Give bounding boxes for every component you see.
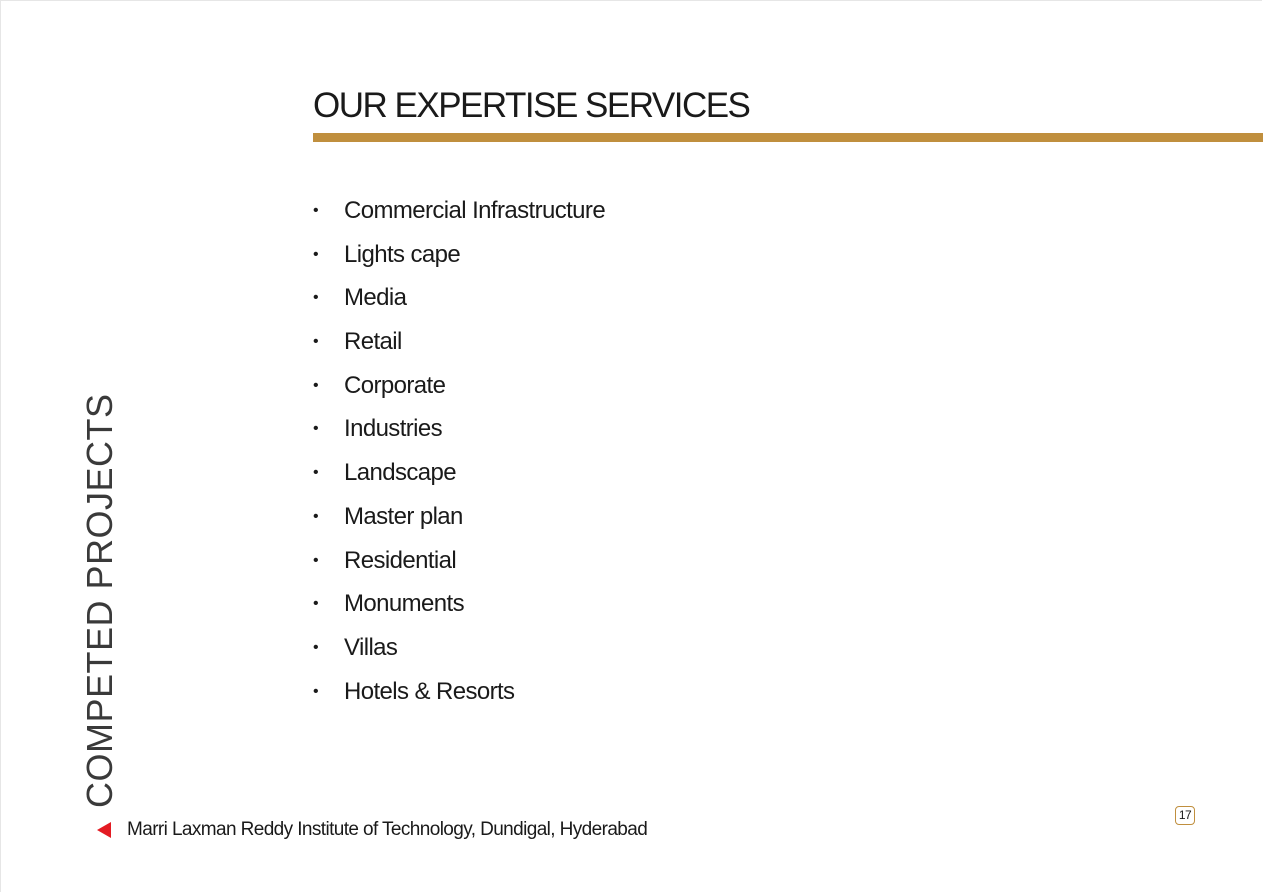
bullet-icon: • bbox=[313, 376, 319, 394]
list-item: • Hotels & Resorts bbox=[313, 670, 605, 714]
service-label: Retail bbox=[344, 328, 402, 356]
bullet-icon: • bbox=[313, 507, 319, 525]
service-label: Hotels & Resorts bbox=[344, 677, 515, 705]
bullet-icon: • bbox=[313, 464, 319, 482]
service-label: Master plan bbox=[344, 502, 463, 530]
bullet-icon: • bbox=[313, 682, 319, 700]
service-label: Corporate bbox=[344, 371, 446, 399]
service-label: Lights cape bbox=[344, 240, 461, 268]
page-title: OUR EXPERTISE SERVICES bbox=[313, 86, 751, 125]
bullet-icon: • bbox=[313, 595, 319, 613]
footer-institution: Marri Laxman Reddy Institute of Technolo… bbox=[127, 819, 648, 840]
list-item: • Corporate bbox=[313, 364, 605, 408]
list-item: • Commercial Infrastructure bbox=[313, 189, 606, 233]
service-label: Villas bbox=[344, 633, 398, 661]
list-item: • Lights cape bbox=[313, 233, 605, 277]
bullet-icon: • bbox=[313, 333, 319, 351]
side-section-label: COMPETED PROJECTS bbox=[79, 393, 120, 808]
service-label: Monuments bbox=[344, 590, 465, 618]
service-label: Media bbox=[344, 284, 407, 312]
bullet-icon: • bbox=[313, 551, 319, 569]
page-number-badge: 17 bbox=[1175, 806, 1195, 825]
service-label: Residential bbox=[344, 546, 457, 574]
bullet-icon: • bbox=[313, 289, 319, 307]
service-label: Landscape bbox=[344, 459, 457, 487]
bullet-icon: • bbox=[313, 638, 319, 656]
list-item: • Landscape bbox=[313, 451, 605, 495]
list-item: • Industries bbox=[313, 407, 605, 451]
bullet-icon: • bbox=[313, 420, 319, 438]
list-item: • Media bbox=[313, 276, 605, 320]
bullet-icon: • bbox=[313, 202, 319, 219]
list-item: • Residential bbox=[313, 539, 605, 583]
list-item: • Villas bbox=[313, 626, 605, 670]
service-label: Industries bbox=[344, 415, 443, 443]
list-item: • Master plan bbox=[313, 495, 605, 539]
back-arrow-icon[interactable] bbox=[97, 822, 111, 838]
list-item: • Retail bbox=[313, 320, 605, 364]
title-underline bbox=[313, 133, 1263, 142]
services-list: • Commercial Infrastructure • Lights cape … bbox=[313, 189, 606, 714]
list-item: • Monuments bbox=[313, 582, 605, 626]
bullet-icon: • bbox=[313, 245, 319, 263]
service-label: Commercial Infrastructure bbox=[344, 197, 606, 224]
